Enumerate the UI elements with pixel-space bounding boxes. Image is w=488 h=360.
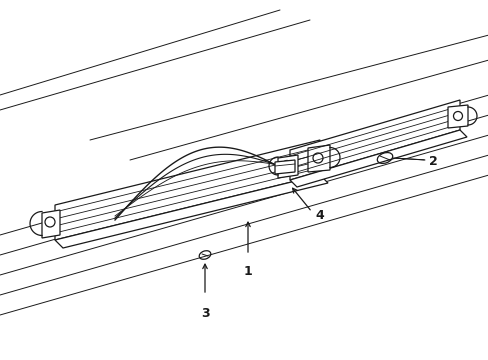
- Polygon shape: [55, 175, 327, 248]
- Polygon shape: [274, 160, 294, 174]
- Polygon shape: [55, 140, 319, 240]
- Polygon shape: [447, 105, 467, 128]
- Polygon shape: [307, 145, 329, 172]
- Text: 1: 1: [243, 265, 252, 278]
- Text: 3: 3: [200, 307, 209, 320]
- Polygon shape: [278, 155, 297, 178]
- Polygon shape: [289, 100, 459, 180]
- Text: 4: 4: [314, 208, 323, 221]
- Text: 2: 2: [428, 154, 437, 167]
- Polygon shape: [289, 130, 466, 187]
- Polygon shape: [42, 210, 60, 238]
